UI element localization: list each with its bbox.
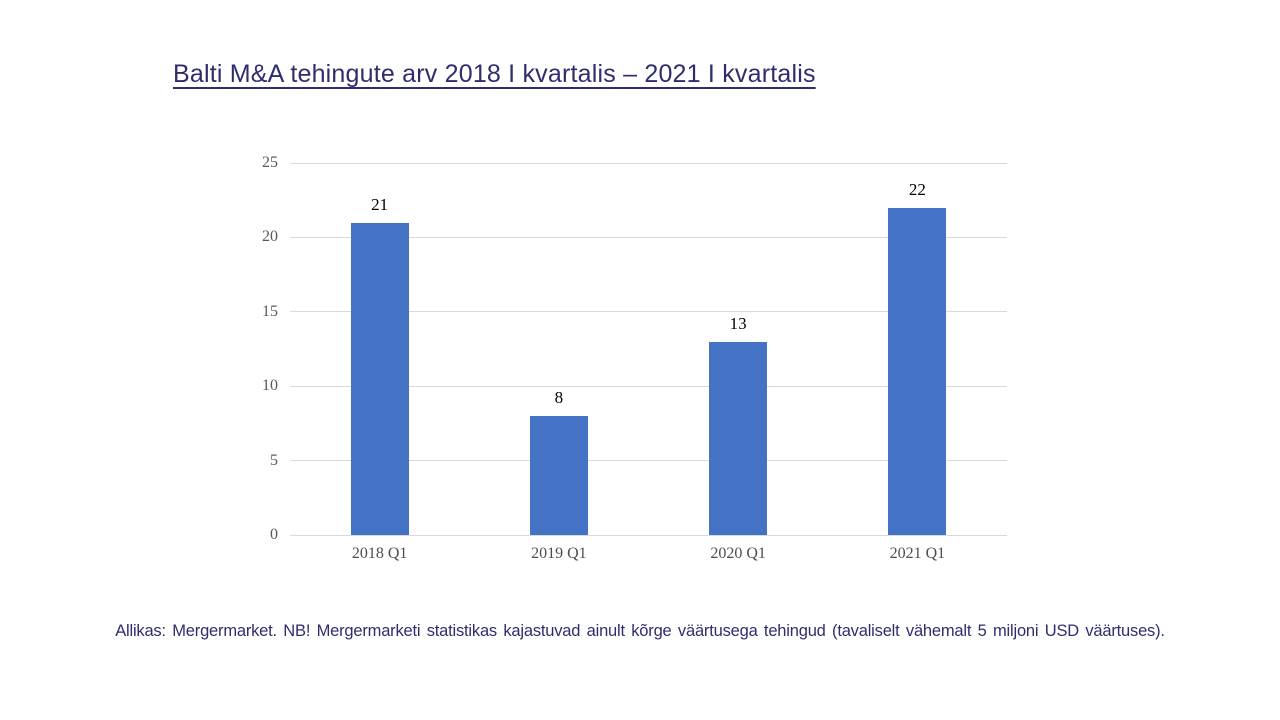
y-axis-tick-label: 20 xyxy=(262,228,278,246)
bar-2018-q1 xyxy=(350,222,409,535)
bar-2021-q1 xyxy=(888,207,947,535)
plot-area: 0 5 10 15 20 25 21 2018 Q1 8 2019 Q1 13 2020 Q1 22 20… xyxy=(262,154,1007,562)
x-axis-tick-label: 2021 Q1 xyxy=(889,545,946,562)
gridline-y-0 xyxy=(290,534,1007,536)
y-axis-tick-label: 5 xyxy=(270,451,278,469)
x-axis-tick-label: 2020 Q1 xyxy=(710,545,766,562)
gridline-y-10 xyxy=(290,385,1007,387)
bar-value-label: 22 xyxy=(908,179,926,199)
x-axis-tick-label: 2018 Q1 xyxy=(351,545,408,562)
chart-title: Balti M&A tehingute arv 2018 I kvartalis… xyxy=(173,60,816,88)
y-axis-tick-label: 10 xyxy=(262,377,278,395)
gridline-y-25 xyxy=(290,162,1007,164)
gridline-y-20 xyxy=(290,236,1007,238)
y-axis-tick-label: 15 xyxy=(262,302,278,320)
bar-2020-q1 xyxy=(709,341,768,535)
bar-value-label: 8 xyxy=(554,387,564,407)
source-note: Allikas: Mergermarket. NB! Mergermarketi… xyxy=(115,622,1165,640)
gridline-y-15 xyxy=(290,311,1007,313)
bar-value-label: 13 xyxy=(729,313,747,333)
bar-2019-q1 xyxy=(529,415,588,535)
x-axis-tick-label: 2019 Q1 xyxy=(531,545,587,562)
y-axis-tick-label: 0 xyxy=(270,526,278,543)
bar-value-label: 21 xyxy=(371,194,389,214)
y-axis-tick-label: 25 xyxy=(262,154,278,171)
gridline-y-5 xyxy=(290,460,1007,462)
